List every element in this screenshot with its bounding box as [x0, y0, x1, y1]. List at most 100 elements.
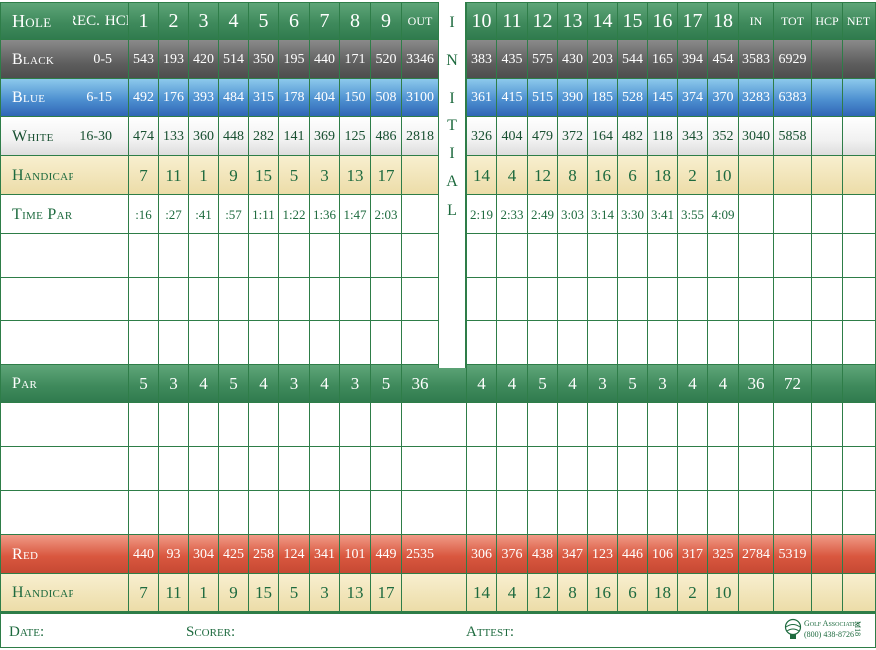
cell-blank5-hcp[interactable]: [811, 447, 842, 491]
cell-white-net[interactable]: [842, 117, 874, 156]
cell-blank4-f4[interactable]: [248, 403, 278, 447]
cell-blank5-b6[interactable]: [647, 447, 677, 491]
cell-blank1-f3[interactable]: [218, 234, 248, 278]
cell-blank1-b6[interactable]: [647, 234, 677, 278]
cell-red-net[interactable]: [842, 535, 874, 574]
cell-blank6-f0[interactable]: [128, 491, 158, 535]
cell-blank6-tot[interactable]: [773, 491, 811, 535]
cell-blank5-f5[interactable]: [278, 447, 309, 491]
cell-blank1-b5[interactable]: [617, 234, 647, 278]
cell-blank4-in[interactable]: [738, 403, 773, 447]
cell-blank4-b1[interactable]: [496, 403, 527, 447]
cell-blank6-b8[interactable]: [707, 491, 738, 535]
cell-blank2-f7[interactable]: [339, 278, 370, 321]
cell-par-hcp[interactable]: [811, 365, 842, 403]
cell-blank6-f8[interactable]: [370, 491, 401, 535]
cell-blank1-hcp[interactable]: [811, 234, 842, 278]
cell-blank4-label[interactable]: [3, 403, 73, 447]
cell-blank4-b5[interactable]: [617, 403, 647, 447]
cell-blank5-b8[interactable]: [707, 447, 738, 491]
cell-blank2-f4[interactable]: [248, 278, 278, 321]
cell-blank4-b6[interactable]: [647, 403, 677, 447]
cell-white-hcp[interactable]: [811, 117, 842, 156]
cell-blue-hcp[interactable]: [811, 79, 842, 117]
cell-blank2-b3[interactable]: [557, 278, 587, 321]
cell-blank4-b7[interactable]: [677, 403, 707, 447]
cell-blank3-hcp[interactable]: [811, 321, 842, 365]
cell-blank6-f7[interactable]: [339, 491, 370, 535]
cell-blank1-f8[interactable]: [370, 234, 401, 278]
cell-blank4-f5[interactable]: [278, 403, 309, 447]
cell-par-net[interactable]: [842, 365, 874, 403]
cell-blank3-b2[interactable]: [527, 321, 557, 365]
cell-blank5-net[interactable]: [842, 447, 874, 491]
cell-blank3-f7[interactable]: [339, 321, 370, 365]
cell-blank6-f4[interactable]: [248, 491, 278, 535]
cell-blank5-f8[interactable]: [370, 447, 401, 491]
cell-blank1-rec[interactable]: [73, 234, 128, 278]
cell-blank6-b4[interactable]: [587, 491, 617, 535]
cell-blank6-label[interactable]: [3, 491, 73, 535]
cell-blank3-b1[interactable]: [496, 321, 527, 365]
cell-blank1-out[interactable]: [401, 234, 438, 278]
cell-blank6-f5[interactable]: [278, 491, 309, 535]
cell-blank4-b2[interactable]: [527, 403, 557, 447]
cell-blank5-in[interactable]: [738, 447, 773, 491]
cell-blank1-b7[interactable]: [677, 234, 707, 278]
cell-blank3-out[interactable]: [401, 321, 438, 365]
cell-blank3-b6[interactable]: [647, 321, 677, 365]
cell-handicap2-net[interactable]: [842, 574, 874, 612]
cell-black-net[interactable]: [842, 40, 874, 79]
cell-blank5-f3[interactable]: [218, 447, 248, 491]
cell-blank1-in[interactable]: [738, 234, 773, 278]
cell-blank5-label[interactable]: [3, 447, 73, 491]
cell-blank3-b4[interactable]: [587, 321, 617, 365]
cell-blank5-f4[interactable]: [248, 447, 278, 491]
cell-blank6-b3[interactable]: [557, 491, 587, 535]
cell-blank3-in[interactable]: [738, 321, 773, 365]
cell-blank5-b3[interactable]: [557, 447, 587, 491]
cell-blank2-label[interactable]: [3, 278, 73, 321]
cell-blank6-b6[interactable]: [647, 491, 677, 535]
cell-time-net[interactable]: [842, 195, 874, 234]
cell-blank3-f3[interactable]: [218, 321, 248, 365]
cell-blank4-b3[interactable]: [557, 403, 587, 447]
cell-blank4-f7[interactable]: [339, 403, 370, 447]
cell-blank5-f1[interactable]: [158, 447, 188, 491]
cell-blank2-b4[interactable]: [587, 278, 617, 321]
cell-handicap-net[interactable]: [842, 156, 874, 195]
cell-blank4-b8[interactable]: [707, 403, 738, 447]
cell-blank2-b6[interactable]: [647, 278, 677, 321]
cell-blank5-b4[interactable]: [587, 447, 617, 491]
cell-blank3-b5[interactable]: [617, 321, 647, 365]
cell-blank4-b0[interactable]: [466, 403, 496, 447]
cell-blank3-net[interactable]: [842, 321, 874, 365]
cell-blank4-out[interactable]: [401, 403, 438, 447]
cell-blank1-f2[interactable]: [188, 234, 218, 278]
cell-blank2-f6[interactable]: [309, 278, 339, 321]
cell-blank1-tot[interactable]: [773, 234, 811, 278]
cell-blank4-f3[interactable]: [218, 403, 248, 447]
cell-blank1-b8[interactable]: [707, 234, 738, 278]
cell-blank2-tot[interactable]: [773, 278, 811, 321]
cell-blank2-f1[interactable]: [158, 278, 188, 321]
cell-blank3-f2[interactable]: [188, 321, 218, 365]
cell-blank5-out[interactable]: [401, 447, 438, 491]
cell-blank4-hcp[interactable]: [811, 403, 842, 447]
cell-blank5-b5[interactable]: [617, 447, 647, 491]
cell-handicap2-hcp[interactable]: [811, 574, 842, 612]
cell-blank3-f1[interactable]: [158, 321, 188, 365]
cell-blank5-b2[interactable]: [527, 447, 557, 491]
cell-blank1-f1[interactable]: [158, 234, 188, 278]
cell-blank6-b5[interactable]: [617, 491, 647, 535]
cell-blank6-in[interactable]: [738, 491, 773, 535]
cell-blank2-f5[interactable]: [278, 278, 309, 321]
cell-blank3-f6[interactable]: [309, 321, 339, 365]
cell-blank6-hcp[interactable]: [811, 491, 842, 535]
cell-blank4-f8[interactable]: [370, 403, 401, 447]
cell-blank2-f3[interactable]: [218, 278, 248, 321]
cell-blank2-rec[interactable]: [73, 278, 128, 321]
cell-blank5-tot[interactable]: [773, 447, 811, 491]
cell-blank3-b3[interactable]: [557, 321, 587, 365]
cell-blank5-f2[interactable]: [188, 447, 218, 491]
